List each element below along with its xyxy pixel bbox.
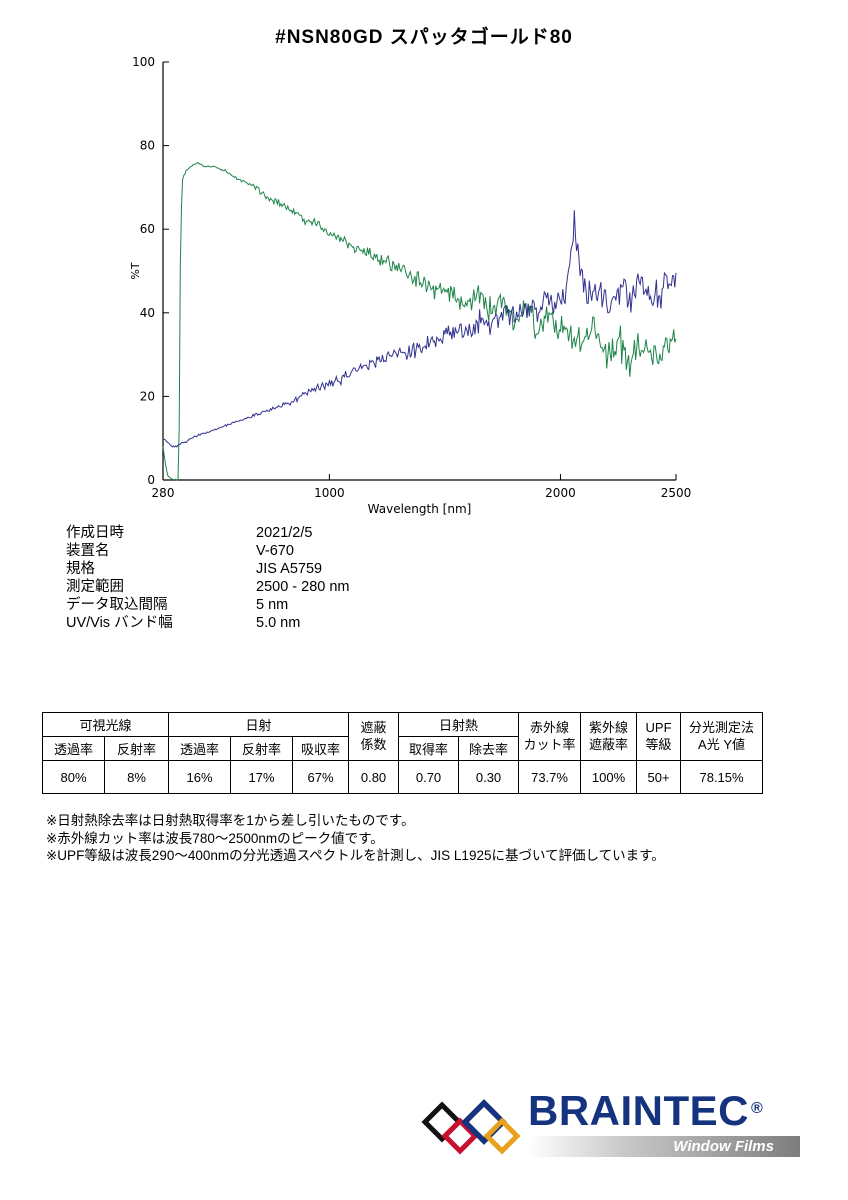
meta-label: UV/Vis バンド幅 bbox=[66, 615, 173, 631]
meta-value: 2021/2/5 bbox=[256, 525, 313, 541]
table-header-ir-cut: 赤外線 カット率 bbox=[518, 712, 582, 761]
table-value-sol-absorption: 67% bbox=[292, 760, 350, 794]
table-header-visible-light: 可視光線 bbox=[41, 712, 170, 737]
table-value-uv-shield: 100% bbox=[580, 760, 638, 794]
table-subheader-sol-transmittance: 透過率 bbox=[168, 736, 232, 761]
footnote-1: ※日射熱除去率は日射熱取得率を1から差し引いたものです。 bbox=[46, 813, 415, 828]
meta-label: データ取込間隔 bbox=[66, 597, 168, 613]
meta-value: JIS A5759 bbox=[256, 561, 323, 577]
meta-value: 2500 - 280 nm bbox=[256, 579, 350, 595]
results-table-container: 可視光線 日射 遮蔽 係数 日射熱 赤外線 カット率 紫外線 遮蔽率 UPF 等… bbox=[41, 712, 764, 794]
meta-label: 作成日時 bbox=[66, 525, 124, 541]
table-subheader-vis-reflectance: 反射率 bbox=[103, 736, 170, 761]
registered-mark: ® bbox=[751, 1100, 764, 1117]
results-table: 可視光線 日射 遮蔽 係数 日射熱 赤外線 カット率 紫外線 遮蔽率 UPF 等… bbox=[41, 712, 764, 794]
table-value-upf: 50+ bbox=[636, 760, 682, 794]
meta-label: 規格 bbox=[66, 561, 95, 577]
table-subheader-heat-removal: 除去率 bbox=[458, 736, 520, 761]
table-value-heat-removal: 0.30 bbox=[458, 760, 520, 794]
meta-label: 測定範囲 bbox=[66, 579, 124, 595]
y-axis-label: %T bbox=[129, 262, 142, 279]
footnote-2: ※赤外線カット率は波長780〜2500nmのピーク値です。 bbox=[46, 830, 384, 846]
table-value-shading-coefficient: 0.80 bbox=[348, 760, 400, 794]
table-value-sol-reflectance: 17% bbox=[230, 760, 294, 794]
table-subheader-sol-absorption: 吸収率 bbox=[292, 736, 350, 761]
meta-row-range: 測定範囲 2500 - 280 nm bbox=[66, 578, 350, 596]
table-value-vis-transmittance: 80% bbox=[42, 760, 105, 794]
x-tick-label: 2000 bbox=[545, 486, 576, 500]
meta-row-device: 装置名 V-670 bbox=[66, 542, 350, 560]
table-header-shading-coefficient: 遮蔽 係数 bbox=[348, 712, 400, 761]
page-title: #NSN80GD スパッタゴールド80 bbox=[275, 27, 573, 48]
y-tick-label: 80 bbox=[140, 139, 155, 153]
series-reflectance-blue bbox=[162, 210, 677, 448]
y-tick-label: 20 bbox=[140, 389, 155, 403]
meta-value: V-670 bbox=[256, 543, 294, 559]
meta-value: 5.0 nm bbox=[256, 615, 301, 631]
table-subheader-heat-gain: 取得率 bbox=[398, 736, 460, 761]
table-subheader-sol-reflectance: 反射率 bbox=[230, 736, 294, 761]
x-tick-label: 1000 bbox=[314, 486, 345, 500]
table-value-ir-cut: 73.7% bbox=[518, 760, 582, 794]
table-header-spectral-y: 分光測定法 A光 Y値 bbox=[680, 712, 764, 761]
table-header-uv-shield: 紫外線 遮蔽率 bbox=[580, 712, 638, 761]
meta-label: 装置名 bbox=[66, 543, 110, 559]
table-value-spectral-y: 78.15% bbox=[680, 760, 764, 794]
y-tick-label: 0 bbox=[147, 473, 155, 487]
braintec-diamonds-icon bbox=[421, 1099, 521, 1155]
table-header-upf: UPF 等級 bbox=[636, 712, 682, 761]
footnotes: ※日射熱除去率は日射熱取得率を1から差し引いたものです。 ※赤外線カット率は波長… bbox=[46, 812, 806, 865]
table-value-heat-gain: 0.70 bbox=[398, 760, 460, 794]
spectral-chart: 0 20 40 60 80 100 280 1000 2000 2500 Wavelength [n… bbox=[129, 55, 692, 516]
meta-row-bandwidth: UV/Vis バンド幅 5.0 nm bbox=[66, 614, 350, 632]
table-value-vis-reflectance: 8% bbox=[103, 760, 170, 794]
brand-bar: Window Films bbox=[528, 1136, 800, 1157]
meta-row-created: 作成日時 2021/2/5 bbox=[66, 524, 350, 542]
y-tick-label: 40 bbox=[140, 306, 155, 320]
footer-logo: BRAINTEC ® Window Films bbox=[418, 1088, 818, 1172]
meta-row-standard: 規格 JIS A5759 bbox=[66, 560, 350, 578]
brand-tagline: Window Films bbox=[673, 1138, 774, 1155]
brand-text: BRAINTEC bbox=[528, 1087, 749, 1134]
meta-value: 5 nm bbox=[256, 597, 289, 613]
brand-name: BRAINTEC ® bbox=[528, 1088, 808, 1134]
series-transmittance-green bbox=[162, 162, 677, 481]
meta-row-interval: データ取込間隔 5 nm bbox=[66, 596, 350, 614]
table-header-solar: 日射 bbox=[168, 712, 350, 737]
footnote-3: ※UPF等級は波長290〜400nmの分光透過スペクトルを計測し、JIS L19… bbox=[46, 848, 665, 863]
measurement-metadata: 作成日時 2021/2/5 装置名 V-670 規格 JIS A5759 測定範… bbox=[66, 524, 350, 632]
y-tick-label: 60 bbox=[140, 222, 155, 236]
table-value-sol-transmittance: 16% bbox=[168, 760, 232, 794]
brand-block: BRAINTEC ® Window Films bbox=[528, 1088, 808, 1157]
table-header-solar-heat: 日射熱 bbox=[398, 712, 520, 737]
table-subheader-vis-transmittance: 透過率 bbox=[42, 736, 105, 761]
y-tick-label: 100 bbox=[132, 55, 155, 69]
x-tick-label: 2500 bbox=[661, 486, 692, 500]
x-axis-label: Wavelength [nm] bbox=[368, 502, 472, 516]
x-tick-label: 280 bbox=[152, 486, 175, 500]
